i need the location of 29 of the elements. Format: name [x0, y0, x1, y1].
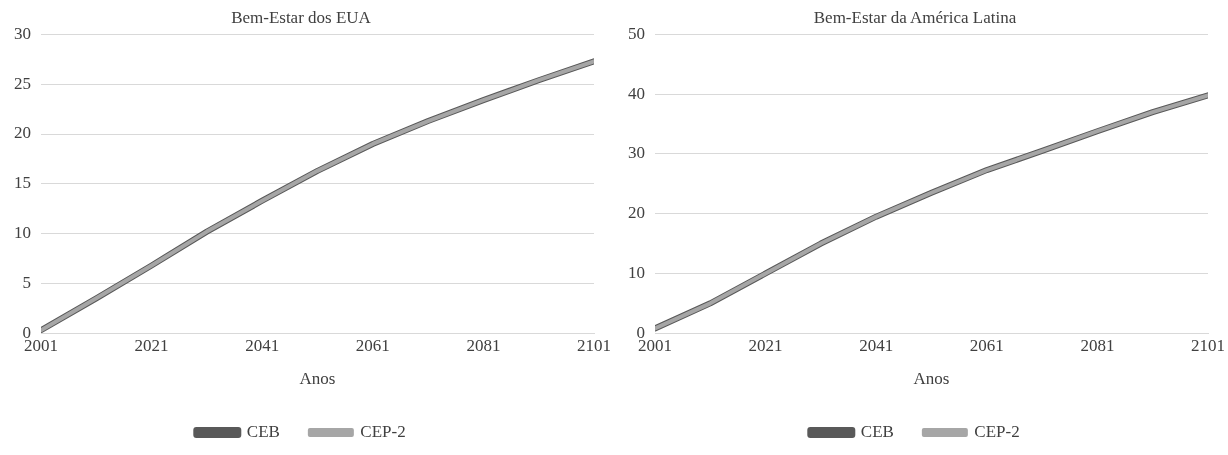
x-tick-label: 2041 — [859, 335, 894, 355]
x-tick-label: 2041 — [245, 335, 280, 355]
legend-label: CEB — [246, 421, 280, 441]
y-tick-label: 10 — [628, 262, 645, 282]
x-tick-label: 2021 — [748, 335, 783, 355]
y-tick-label: 5 — [22, 272, 31, 292]
x-tick-label: 2101 — [577, 335, 611, 355]
y-tick-label: 15 — [14, 173, 31, 193]
x-axis-title: Anos — [299, 369, 336, 389]
y-tick-label: 50 — [628, 23, 645, 43]
y-tick-label: 10 — [14, 223, 31, 243]
y-tick-label: 20 — [14, 123, 31, 143]
y-tick-label: 25 — [14, 73, 31, 93]
chart-title: Bem-Estar dos EUA — [231, 7, 372, 27]
legend-label: CEP-2 — [360, 421, 406, 441]
y-tick-label: 30 — [628, 143, 645, 163]
chart-title: Bem-Estar da América Latina — [813, 7, 1017, 27]
x-tick-label: 2061 — [355, 335, 390, 355]
legend-label: CEP-2 — [974, 421, 1020, 441]
x-tick-label: 2061 — [969, 335, 1004, 355]
x-tick-label: 2101 — [1191, 335, 1225, 355]
y-tick-label: 30 — [14, 23, 31, 43]
x-tick-label: 2081 — [466, 335, 501, 355]
y-tick-label: 40 — [628, 83, 645, 103]
x-tick-label: 2021 — [134, 335, 169, 355]
x-tick-label: 2081 — [1080, 335, 1115, 355]
y-tick-label: 20 — [628, 203, 645, 223]
legend-label: CEB — [860, 421, 894, 441]
x-axis-title: Anos — [913, 369, 950, 389]
